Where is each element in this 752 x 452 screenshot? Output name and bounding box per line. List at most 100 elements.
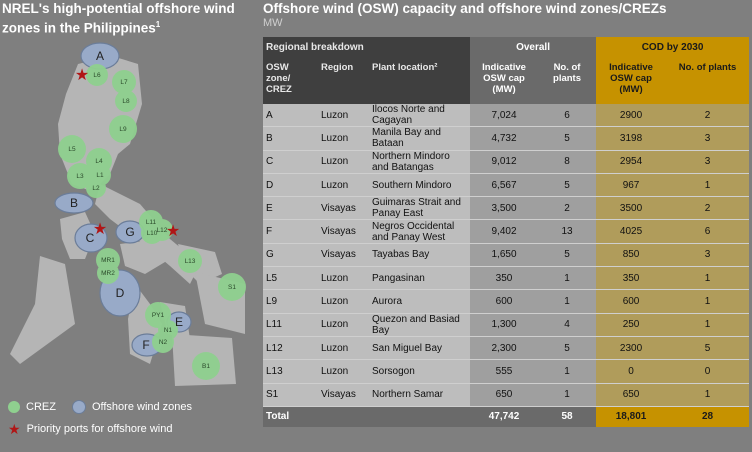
crez-legend-icon — [8, 401, 20, 413]
cell-overall-cap: 9,402 — [470, 219, 539, 244]
cell-overall-cap: 555 — [470, 359, 539, 384]
cell-overall-cap: 1,650 — [470, 243, 539, 268]
cell-cod-plants: 3 — [666, 126, 750, 151]
cell-overall-plants: 4 — [538, 313, 597, 337]
osw-capacity-table: Regional breakdown Overall COD by 2030 O… — [263, 37, 750, 427]
cell-cod-plants: 0 — [666, 359, 750, 384]
group-header-overall: Overall — [470, 37, 597, 58]
zone-label-d: D — [116, 286, 125, 300]
crez-n2-circle — [152, 331, 174, 353]
cell-region: Luzon — [318, 313, 369, 337]
col-header-region: Region — [318, 58, 369, 104]
cell-zone: L9 — [263, 289, 318, 314]
total-overall-plants: 58 — [538, 406, 597, 427]
cell-location: Negros Occidental and Panay West — [369, 219, 471, 244]
cell-location: Tayabas Bay — [369, 243, 471, 268]
col-header-cod-plants: No. of plants — [666, 58, 750, 104]
cell-cod-plants: 6 — [666, 219, 750, 244]
group-header-regional: Regional breakdown — [263, 37, 471, 58]
zone-label-f: F — [142, 338, 149, 352]
cell-cod-cap: 3500 — [596, 196, 667, 221]
cell-location: Aurora — [369, 289, 471, 314]
cell-cod-cap: 850 — [596, 243, 667, 268]
zone-c-ellipse — [74, 223, 108, 253]
crez-label-l11: L11 — [146, 219, 157, 226]
crez-label-n1: N1 — [164, 327, 173, 334]
cell-zone: G — [263, 243, 318, 268]
map-title-footnote: 1 — [155, 20, 161, 29]
cell-region: Luzon — [318, 150, 369, 174]
cell-overall-plants: 1 — [538, 383, 597, 407]
zone-legend-icon — [71, 400, 86, 414]
cell-location: Guimaras Strait and Panay East — [369, 196, 471, 221]
cell-cod-cap: 4025 — [596, 219, 667, 244]
table-row: C Luzon Northern Mindoro and Batangas 9,012… — [263, 150, 750, 174]
zone-label-b: B — [70, 196, 78, 210]
cell-cod-cap: 2300 — [596, 336, 667, 361]
cell-cod-cap: 650 — [596, 383, 667, 407]
cell-location: San Miguel Bay — [369, 336, 471, 361]
cell-overall-plants: 5 — [538, 126, 597, 151]
cell-region: Visayas — [318, 383, 369, 407]
cell-zone: L11 — [263, 313, 318, 337]
cell-zone: L5 — [263, 266, 318, 291]
cell-overall-plants: 1 — [538, 266, 597, 291]
crez-label-b1: B1 — [202, 363, 210, 370]
cell-region: Luzon — [318, 173, 369, 198]
cell-location: Northern Mindoro and Batangas — [369, 150, 471, 174]
cell-cod-cap: 3198 — [596, 126, 667, 151]
crez-label-l8: L8 — [122, 98, 130, 105]
crez-label-mr1: MR1 — [101, 257, 115, 264]
crez-label-s1: S1 — [228, 284, 236, 291]
table-row: L13 Luzon Sorsogon 555 1 0 0 — [263, 359, 750, 384]
crez-label-l1: L1 — [96, 172, 104, 179]
crez-l7-circle — [112, 70, 136, 94]
cell-zone: D — [263, 173, 318, 198]
crez-label-l12: L12 — [157, 227, 168, 234]
col-header-cod-cap: Indicative OSW cap (MW) — [596, 58, 667, 104]
table-row: G Visayas Tayabas Bay 1,650 5 850 3 — [263, 243, 750, 268]
cell-overall-plants: 6 — [538, 104, 597, 128]
legend-ports: Priority ports for offshore wind — [26, 423, 173, 435]
cell-cod-cap: 350 — [596, 266, 667, 291]
cell-region: Luzon — [318, 266, 369, 291]
table-row: L11 Luzon Quezon and Basiad Bay 1,300 4 250 1 — [263, 313, 750, 337]
cell-cod-cap: 600 — [596, 289, 667, 314]
cell-cod-plants: 3 — [666, 150, 750, 174]
cell-location: Quezon and Basiad Bay — [369, 313, 471, 337]
table-title: Offshore wind (OSW) capacity and offshor… — [263, 1, 667, 16]
cell-cod-plants: 3 — [666, 243, 750, 268]
group-header-cod: COD by 2030 — [596, 37, 750, 58]
crez-label-l6: L6 — [93, 72, 101, 79]
port-star-icon: ★ — [93, 221, 107, 238]
legend-row-2: ★ Priority ports for offshore wind — [8, 422, 173, 436]
crez-label-l7: L7 — [120, 79, 128, 86]
crez-s1-circle — [218, 273, 246, 301]
cell-overall-cap: 1,300 — [470, 313, 539, 337]
table-row: S1 Visayas Northern Samar 650 1 650 1 — [263, 383, 750, 407]
cell-location: Northern Samar — [369, 383, 471, 407]
table-row: E Visayas Guimaras Strait and Panay East 3,… — [263, 196, 750, 221]
crez-label-l3: L3 — [76, 173, 84, 180]
cell-zone: S1 — [263, 383, 318, 407]
zone-label-g: G — [125, 225, 134, 239]
cell-overall-cap: 600 — [470, 289, 539, 314]
total-label: Total — [263, 406, 471, 427]
cell-region: Visayas — [318, 196, 369, 221]
zone-label-e: E — [175, 315, 183, 329]
total-cod-cap: 18,801 — [596, 406, 667, 427]
cell-overall-cap: 9,012 — [470, 150, 539, 174]
cell-overall-plants: 5 — [538, 243, 597, 268]
crez-b1-circle — [192, 352, 220, 380]
table-body: A Luzon Ilocos Norte and Cagayan 7,024 6 2900… — [263, 104, 750, 407]
cell-zone: E — [263, 196, 318, 221]
map-title-text: NREL's high-potential offshore wind zone… — [2, 1, 235, 36]
crez-label-l9: L9 — [119, 126, 127, 133]
table-row: L9 Luzon Aurora 600 1 600 1 — [263, 289, 750, 314]
crez-label-l2: L2 — [92, 185, 100, 192]
cell-cod-cap: 0 — [596, 359, 667, 384]
cell-overall-cap: 4,732 — [470, 126, 539, 151]
legend-row-1: CREZ Offshore wind zones — [8, 400, 192, 414]
crez-label-l13: L13 — [185, 258, 196, 265]
zone-label-c: C — [86, 231, 95, 245]
